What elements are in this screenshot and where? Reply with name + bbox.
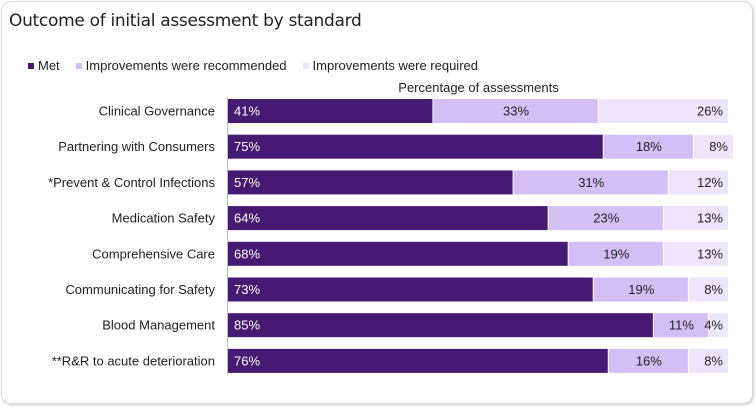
data-label: 64% — [234, 211, 260, 226]
legend-item-met: Met — [28, 58, 60, 73]
data-label: 85% — [234, 318, 260, 333]
data-label: 12% — [697, 175, 723, 190]
data-label: 23% — [593, 211, 619, 226]
data-label: 13% — [697, 211, 723, 226]
data-label: 26% — [697, 104, 723, 119]
bar-segment-met — [228, 170, 513, 195]
category-label: Medication Safety — [112, 211, 216, 226]
data-label: 33% — [503, 104, 529, 119]
bar-segment-improvements-were-required — [663, 241, 728, 266]
bar-segment-met — [228, 134, 603, 159]
chart-title: Outcome of initial assessment by standar… — [9, 11, 362, 31]
category-label: *Prevent & Control Infections — [48, 175, 215, 190]
bar-segment-met — [228, 313, 653, 338]
data-label: 31% — [578, 175, 604, 190]
bar-segment-improvements-were-recommended — [433, 99, 598, 123]
legend-item-required: Improvements were required — [302, 58, 478, 73]
data-label: 8% — [709, 139, 728, 154]
data-label: 18% — [636, 139, 662, 154]
data-label: 57% — [234, 175, 260, 190]
bar-segment-improvements-were-required — [598, 99, 728, 123]
data-label: 8% — [704, 353, 723, 368]
data-label: 75% — [234, 139, 260, 154]
bar-segment-improvements-were-required — [688, 348, 728, 373]
category-label: Blood Management — [102, 318, 215, 333]
x-axis-label: Percentage of assessments — [398, 80, 559, 95]
bar-segment-improvements-were-recommended — [653, 313, 708, 338]
data-label: 68% — [234, 246, 260, 261]
bar-segment-improvements-were-recommended — [548, 206, 663, 231]
legend-label: Improvements were required — [312, 58, 478, 73]
bar-segment-improvements-were-required — [693, 134, 734, 159]
data-label: 4% — [704, 318, 723, 333]
bar-segment-met — [228, 206, 548, 231]
legend: Met Improvements were recommended Improv… — [28, 58, 478, 73]
category-label: **R&R to acute deterioration — [52, 353, 215, 368]
legend-swatch — [28, 62, 34, 69]
category-label: Communicating for Safety — [65, 282, 215, 297]
category-label: Comprehensive Care — [92, 246, 215, 261]
bar-segment-met — [228, 241, 568, 266]
bar-segment-improvements-were-recommended — [603, 134, 693, 159]
bar-segment-improvements-were-required — [708, 313, 728, 338]
bar-segment-improvements-were-required — [663, 206, 728, 231]
legend-swatch — [75, 62, 82, 69]
data-label: 16% — [636, 353, 662, 368]
bar-segment-improvements-were-recommended — [513, 170, 668, 195]
category-label: Clinical Governance — [99, 104, 215, 119]
legend-item-recommended: Improvements were recommended — [75, 58, 287, 73]
bar-segment-met — [228, 348, 608, 373]
bar-segment-met — [228, 99, 433, 123]
data-label: 19% — [603, 246, 629, 261]
bar-segment-improvements-were-required — [688, 277, 728, 302]
bar-segment-improvements-were-recommended — [568, 241, 663, 266]
data-label: 41% — [234, 104, 260, 119]
data-label: 11% — [669, 318, 694, 333]
bar-segment-met — [228, 277, 593, 302]
data-label: 13% — [697, 246, 723, 261]
legend-swatch — [302, 62, 309, 69]
data-label: 73% — [234, 282, 260, 297]
legend-label: Improvements were recommended — [85, 58, 287, 73]
data-label: 76% — [234, 353, 260, 368]
data-label: 8% — [704, 282, 723, 297]
bar-segment-improvements-were-required — [668, 170, 728, 195]
data-label: 19% — [628, 282, 654, 297]
category-label: Partnering with Consumers — [58, 139, 215, 154]
legend-label: Met — [38, 58, 60, 73]
bar-segment-improvements-were-recommended — [608, 348, 688, 373]
bar-segment-improvements-were-recommended — [593, 277, 688, 302]
